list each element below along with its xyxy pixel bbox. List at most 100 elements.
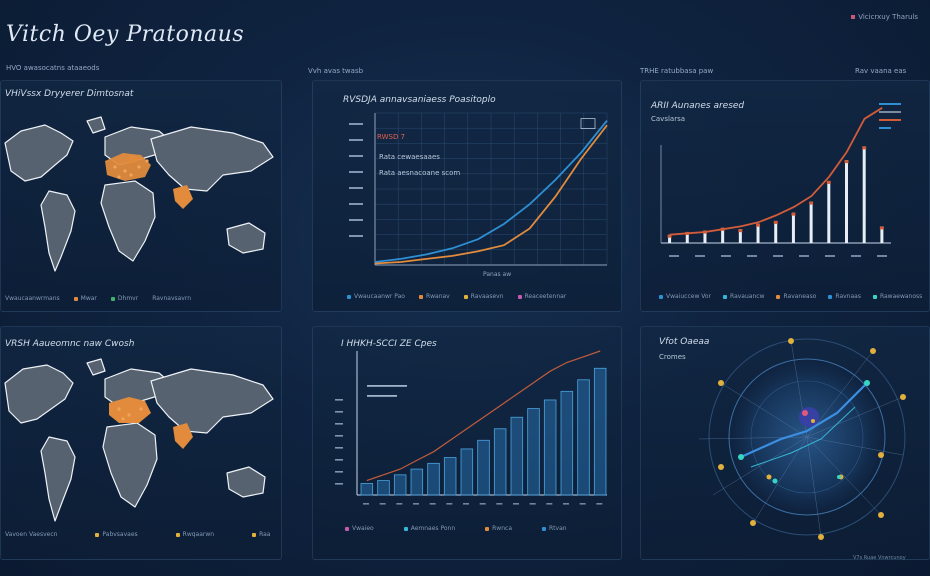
bar [827, 180, 831, 243]
legend-item: Raa [252, 531, 270, 538]
legend-item: Vwaiuccew Vor [659, 293, 711, 300]
bar-cap [862, 146, 867, 150]
radial-title: Vfot Oaeaa [659, 337, 710, 347]
map-top-title: VHiVssx Dryyerer Dimtosnat [5, 89, 134, 99]
bar-cap [756, 223, 761, 227]
bar [427, 462, 440, 496]
line-end-marker [580, 118, 596, 129]
legend-item: Aemnaes Ponn [403, 525, 456, 532]
legend-item: Vwaucaanwrmans [5, 295, 60, 302]
map-bottom-title: VRSH Aaueomnc naw Cwosh [5, 339, 135, 349]
legend-text: Vwaieo [352, 525, 374, 532]
legend-swatch-icon [95, 532, 100, 537]
legend-item: Vavoen Vaesvecn [5, 531, 57, 538]
y-tick-label [349, 187, 363, 189]
bar [721, 227, 725, 243]
x-tick-label [546, 503, 553, 505]
y-tick-label [349, 155, 363, 157]
world-map-bottom[interactable] [1, 327, 283, 561]
bar [862, 146, 866, 243]
bar [738, 229, 742, 243]
legend-swatch-icon [542, 526, 546, 531]
section-label-top-far: Rav vaana eas [855, 67, 907, 75]
world-map-top[interactable] [1, 81, 283, 313]
trend-line [669, 107, 883, 236]
x-tick-label [396, 503, 403, 505]
line-chart[interactable] [313, 81, 623, 313]
bar-chart-legend: Vwaieo Aemnaes Ponn Rwnca Rtvan [345, 525, 567, 532]
legend-swatch-icon [463, 294, 468, 299]
bar [668, 234, 672, 243]
bar [560, 390, 574, 496]
y-tick-label [335, 471, 343, 473]
line-chart-panel: RVSDJA annavsaniaess Poasitoplo RWSD 7 R… [312, 80, 622, 312]
x-tick-label [446, 503, 453, 505]
legend-text: Rwnca [492, 525, 512, 532]
bar [493, 428, 507, 496]
legend-swatch-icon [175, 532, 180, 537]
legend-swatch-icon [517, 294, 522, 299]
bar [791, 212, 795, 243]
line-chart-annotation-red: RWSD 7 [377, 133, 406, 141]
map-top-legend: Vwaucaanwrmans Mwar Dhmvr Ravnavsavrn [5, 295, 191, 302]
line-series-1 [374, 124, 608, 265]
section-label-top-left: HVO awasocatns ataaeods [6, 64, 100, 72]
map-panel-bottom: VRSH Aaueomnc naw Cwosh Vavoen Vaesvecn … [0, 326, 282, 560]
y-tick-label [349, 171, 363, 173]
legend-text: Ravnavsavrn [152, 295, 192, 302]
bar [460, 448, 474, 496]
section-label-top-right: TRHE ratubbasa paw [640, 67, 714, 75]
legend-text: Rwanav [425, 293, 450, 300]
x-tick-label [695, 255, 705, 257]
radial-network-chart[interactable] [641, 327, 930, 561]
bar [577, 379, 590, 496]
bar-cap [773, 220, 778, 224]
x-tick-label [851, 255, 861, 257]
radial-core [799, 407, 819, 427]
bar-line-title: ARII Aunanes aresed [651, 101, 745, 111]
bar [360, 483, 374, 496]
x-tick-label [825, 255, 835, 257]
legend-item: Mwar [73, 295, 97, 302]
legend-text: Vavoen Vaesvecn [5, 531, 58, 538]
trend-line [366, 350, 601, 482]
bar-cap [826, 180, 831, 184]
bar-line-mini-legend [879, 101, 901, 133]
legend-text: Ravaneaso [783, 293, 817, 300]
section-label-top-mid: Vvh avas twasb [308, 67, 364, 75]
radial-outer-nodes [718, 338, 906, 540]
mini-legend-line-icon [879, 111, 901, 113]
legend-swatch-icon [403, 526, 408, 531]
line-chart-title: RVSDJA annavsaniaess Poasitoplo [343, 95, 496, 105]
y-tick-label [335, 399, 343, 401]
legend-text: Rawaewanoss [879, 293, 923, 300]
y-tick-label [335, 459, 343, 461]
bar [510, 416, 524, 496]
y-tick-label [335, 423, 343, 425]
legend-swatch-icon [345, 526, 349, 531]
bar-line-chart[interactable] [641, 81, 930, 313]
legend-text: Aemnaes Ponn [410, 525, 456, 532]
legend-text: Pabvsavaes [102, 531, 138, 538]
x-tick-label [877, 255, 887, 257]
x-tick-label [413, 503, 419, 505]
legend-text: Rwqaarwn [182, 531, 215, 538]
bar [377, 480, 390, 496]
x-tick-label [429, 503, 436, 505]
legend-item: Dhmvr [110, 295, 138, 302]
x-tick-label [529, 503, 536, 505]
legend-text: Rtvan [549, 525, 567, 532]
y-tick-label [349, 123, 363, 125]
legend-text: Reaceetennar [524, 293, 567, 300]
legend-text: Raa [259, 531, 271, 538]
bar [443, 457, 457, 496]
x-tick-label [747, 255, 757, 257]
map-panel-top: VHiVssx Dryyerer Dimtosnat Vwaucaanwrman… [0, 80, 282, 312]
chart-note [367, 395, 397, 397]
top-right-label: Vicicrxuy Tharuls [851, 13, 918, 21]
bar-chart[interactable] [313, 327, 623, 561]
x-tick-label [496, 503, 503, 505]
legend-item: Ravaasevn [463, 293, 504, 300]
bar-cap [738, 229, 743, 233]
app-title: Vitch Oey Pratonaus [6, 22, 245, 47]
